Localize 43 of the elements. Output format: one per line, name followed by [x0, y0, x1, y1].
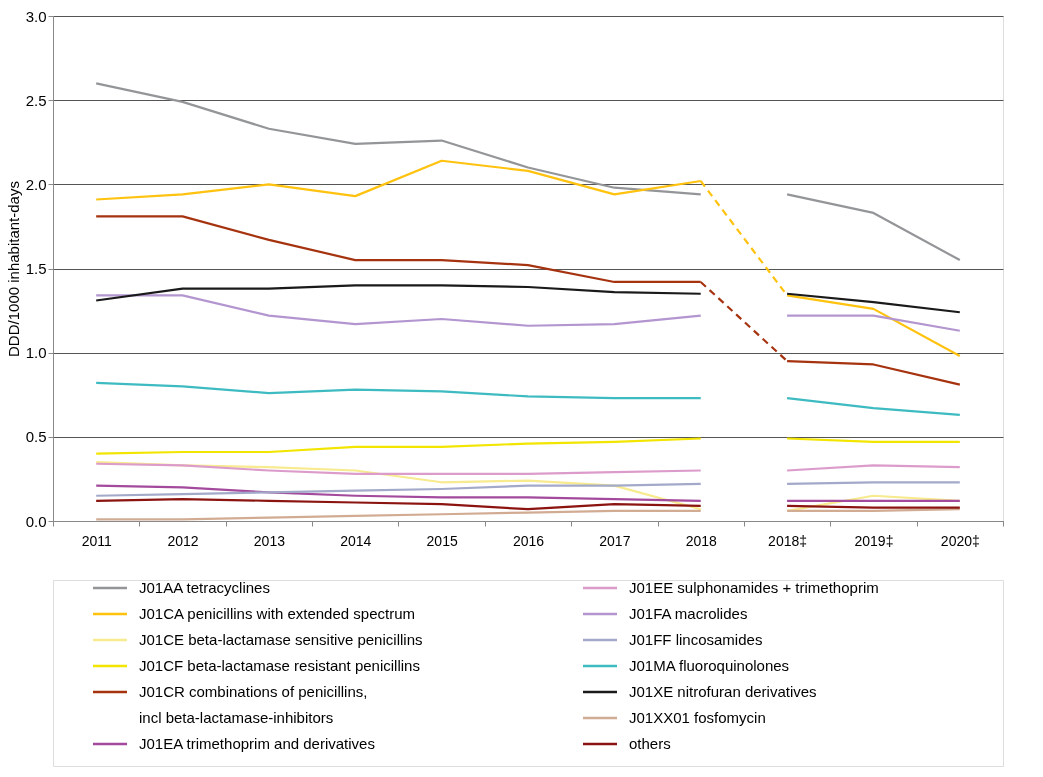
- x-tick-label: 2020‡: [940, 532, 980, 549]
- line-series: [95, 462, 702, 475]
- y-tick-label: 3.0: [25, 7, 47, 25]
- legend-label: J01CR combinations of penicillins, incl beta-lactamase-inhibitors: [139, 683, 368, 726]
- line-series: [95, 294, 702, 327]
- x-tick-label: 2016: [512, 532, 545, 549]
- legend-label: J01EA trimethoprim and derivatives: [139, 735, 375, 752]
- x-tick-label: 2014: [340, 532, 372, 549]
- line-series: [95, 509, 702, 521]
- x-tick-label: 2018‡: [768, 532, 808, 549]
- legend-label: J01CA penicillins with extended spectrum: [139, 605, 415, 622]
- legend-label: J01MA fluoroquinolones: [629, 657, 790, 674]
- x-tick-label: 2019‡: [854, 532, 894, 549]
- y-tick-label: 0.0: [25, 512, 47, 530]
- x-tick-label: 2015: [426, 532, 458, 549]
- x-tick-label: 2017: [599, 532, 631, 549]
- line-series: [95, 381, 702, 400]
- legend-label: J01EE sulphonamides + trimethoprim: [629, 579, 879, 596]
- y-tick-label: 1.5: [25, 260, 47, 277]
- line-series: [95, 484, 702, 502]
- line-series: [95, 82, 702, 196]
- x-tick-label: 2013: [253, 532, 286, 549]
- x-tick-label: 2011: [81, 532, 112, 549]
- line-series: [95, 482, 702, 497]
- y-tick-label: 1.0: [25, 344, 47, 362]
- line-series: [95, 437, 702, 455]
- legend-label: J01FF lincosamides: [629, 631, 763, 648]
- legend-label: J01XX01 fosfomycin: [629, 709, 766, 726]
- legend-label: J01FA macrolides: [629, 605, 748, 622]
- y-axis-title: DDD/1000 inhabitant-days: [4, 181, 22, 357]
- legend-label: J01CE beta-lactamase sensitive penicillins: [139, 631, 423, 648]
- legend-label: J01CF beta-lactamase resistant penicillins: [139, 657, 420, 674]
- legend-label: J01AA tetracyclines: [139, 579, 270, 596]
- y-tick-label: 2.5: [25, 91, 47, 109]
- y-tick-label: 2.0: [25, 175, 47, 193]
- line-series: [95, 498, 702, 511]
- line-series: [95, 460, 702, 511]
- x-tick-label: 2018: [685, 532, 718, 549]
- y-tick-label: 0.5: [25, 428, 47, 446]
- legend-label: J01XE nitrofuran derivatives: [629, 683, 817, 700]
- legend-label: others: [629, 735, 671, 752]
- x-tick-label: 2012: [167, 532, 199, 549]
- line-series: [95, 284, 702, 302]
